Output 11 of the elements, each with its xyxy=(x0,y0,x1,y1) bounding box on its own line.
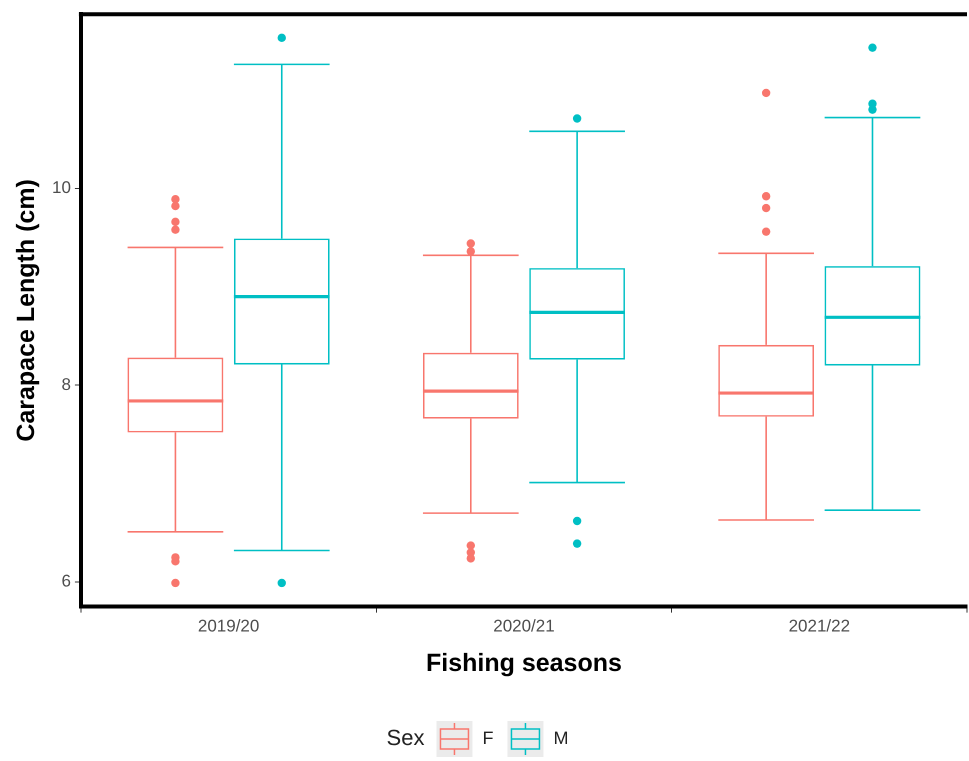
x-axis-title: Fishing seasons xyxy=(426,648,622,677)
y-tick-label: 10 xyxy=(52,178,71,198)
x-tick-label: 2021/22 xyxy=(788,616,850,636)
y-tick-label: 6 xyxy=(61,572,71,591)
legend-title: Sex xyxy=(386,725,424,750)
y-axis-title: Carapace Length (cm) xyxy=(12,179,40,442)
legend-label: M xyxy=(553,728,568,748)
y-tick-label: 8 xyxy=(61,374,71,394)
x-tick-label: 2020/21 xyxy=(493,616,555,636)
legend-label: F xyxy=(482,728,494,748)
x-tick-label: 2019/20 xyxy=(198,616,260,636)
